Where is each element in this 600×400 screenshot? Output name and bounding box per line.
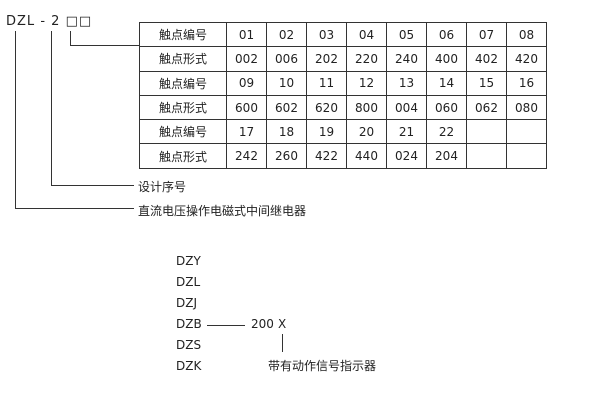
row-label: 触点形式: [139, 46, 227, 72]
table-cell: 07: [466, 21, 507, 48]
table-cell: [466, 143, 507, 169]
model-boxes: □□: [65, 14, 93, 29]
table-cell: 17: [226, 119, 267, 145]
table-cell: 242: [226, 143, 267, 169]
table-cell: 620: [306, 94, 347, 121]
table-cell: 04: [346, 21, 387, 48]
contact-table: 触点编号 01 02 03 04 05 06 07 08 触点形式 002 006 202 220 240 4…: [139, 21, 547, 169]
table-cell: 240: [386, 46, 427, 72]
table-cell: 20: [346, 119, 387, 145]
table-cell: 15: [466, 70, 507, 96]
model-prefix: DZL: [6, 14, 36, 29]
table-cell: 08: [506, 21, 547, 48]
table-cell: 204: [426, 143, 467, 169]
connector-line: [207, 325, 245, 326]
table-cell: 004: [386, 94, 427, 121]
series-item: DZB: [176, 317, 202, 331]
table-cell: 062: [466, 94, 507, 121]
table-cell: [466, 119, 507, 145]
row-label: 触点编号: [139, 70, 227, 96]
table-cell: 402: [466, 46, 507, 72]
row-label: 触点形式: [139, 94, 227, 121]
table-cell: 420: [506, 46, 547, 72]
table-cell: 202: [306, 46, 347, 72]
table-cell: 800: [346, 94, 387, 121]
type-label: 直流电压操作电磁式中间继电器: [138, 204, 307, 218]
leader-line: [51, 31, 52, 185]
table-cell: 12: [346, 70, 387, 96]
table-row: 触点编号 01 02 03 04 05 06 07 08: [139, 21, 547, 48]
table-cell: 21: [386, 119, 427, 145]
row-label: 触点编号: [139, 119, 227, 145]
table-cell: 440: [346, 143, 387, 169]
series-item: DZL: [176, 275, 201, 289]
table-cell: 002: [226, 46, 267, 72]
table-cell: 060: [426, 94, 467, 121]
table-cell: 422: [306, 143, 347, 169]
table-cell: 16: [506, 70, 547, 96]
table-cell: 11: [306, 70, 347, 96]
table-cell: 05: [386, 21, 427, 48]
series-item: DZK: [176, 359, 202, 373]
design-no-label: 设计序号: [138, 180, 187, 194]
series-item: DZY: [176, 254, 201, 268]
series-item: DZJ: [176, 296, 197, 310]
table-cell: 10: [266, 70, 307, 96]
table-row: 触点形式 242 260 422 440 024 204: [139, 143, 547, 169]
leader-line: [70, 31, 71, 45]
table-cell: 080: [506, 94, 547, 121]
row-label: 触点编号: [139, 21, 227, 48]
table-cell: 19: [306, 119, 347, 145]
model-code: DZL - 2 □□: [6, 14, 92, 29]
table-row: 触点形式 002 006 202 220 240 400 402 420: [139, 46, 547, 72]
suffix-letter: X: [278, 317, 287, 331]
table-cell: 06: [426, 21, 467, 48]
table-row: 触点形式 600 602 620 800 004 060 062 080: [139, 94, 547, 121]
table-cell: 400: [426, 46, 467, 72]
table-cell: 01: [226, 21, 267, 48]
table-cell: 260: [266, 143, 307, 169]
row-label: 触点形式: [139, 143, 227, 169]
leader-line: [51, 185, 134, 186]
table-row: 触点编号 09 10 11 12 13 14 15 16: [139, 70, 547, 96]
table-cell: 09: [226, 70, 267, 96]
leader-line: [70, 45, 139, 46]
table-cell: 18: [266, 119, 307, 145]
table-cell: 024: [386, 143, 427, 169]
leader-line: [15, 208, 134, 209]
table-cell: 602: [266, 94, 307, 121]
suffix-note: 带有动作信号指示器: [268, 359, 377, 373]
table-row: 触点编号 17 18 19 20 21 22: [139, 119, 547, 145]
suffix-number: 200: [251, 317, 274, 331]
model-dash: -: [40, 14, 47, 29]
series-item: DZS: [176, 338, 202, 352]
table-cell: 600: [226, 94, 267, 121]
table-cell: 220: [346, 46, 387, 72]
table-cell: 02: [266, 21, 307, 48]
table-cell: 22: [426, 119, 467, 145]
table-cell: 14: [426, 70, 467, 96]
model-design-no: 2: [51, 14, 61, 29]
table-cell: 03: [306, 21, 347, 48]
connector-line: [282, 334, 283, 352]
table-cell: [506, 119, 547, 145]
table-cell: 006: [266, 46, 307, 72]
leader-line: [15, 31, 16, 208]
table-cell: [506, 143, 547, 169]
table-cell: 13: [386, 70, 427, 96]
